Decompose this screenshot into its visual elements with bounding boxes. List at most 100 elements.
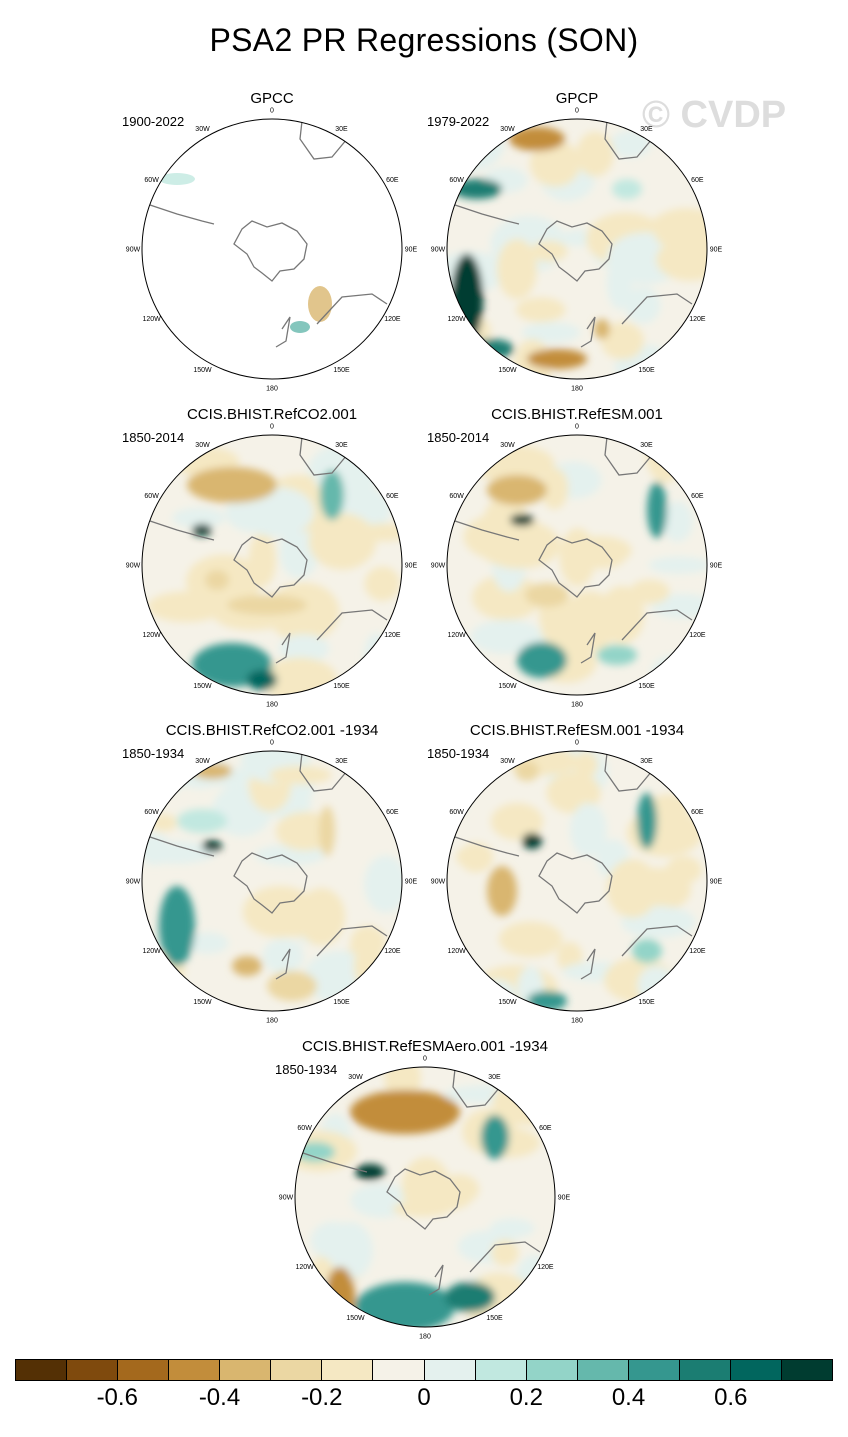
longitude-label: 30E xyxy=(640,126,653,133)
coastline xyxy=(299,120,348,160)
longitude-label: 90E xyxy=(405,879,418,886)
panel-title: CCIS.BHIST.RefCO2.001 -1934 xyxy=(165,722,379,739)
longitude-label: 0 xyxy=(575,740,579,747)
longitude-label: 120W xyxy=(447,632,466,639)
longitude-label: 150W xyxy=(193,999,212,1006)
longitude-label: 60W xyxy=(449,177,464,184)
longitude-label: 150E xyxy=(333,367,350,374)
colorbar-swatch xyxy=(169,1360,221,1380)
map-border xyxy=(446,118,708,380)
panel-title: CCIS.BHIST.RefESMAero.001 -1934 xyxy=(302,1038,548,1055)
coastline xyxy=(604,120,653,160)
coastline xyxy=(233,220,308,282)
longitude-label: 60E xyxy=(691,177,704,184)
coastline xyxy=(580,632,596,664)
longitude-label: 90E xyxy=(405,563,418,570)
coastline xyxy=(538,220,613,282)
longitude-label: 30W xyxy=(195,126,210,133)
longitude-label: 0 xyxy=(423,1056,427,1063)
figure-title: PSA2 PR Regressions (SON) xyxy=(209,22,639,58)
polar-map: 0 30E 60E 90E 120E 150E 180 150W 120W 90W 60W 30W xyxy=(126,424,418,709)
coastline xyxy=(275,316,291,348)
longitude-label: 30W xyxy=(195,758,210,765)
colorbar-swatch xyxy=(730,1360,782,1380)
coastline xyxy=(275,632,291,664)
longitude-label: 150W xyxy=(498,683,517,690)
longitude-label: 180 xyxy=(571,702,583,709)
colorbar-swatch xyxy=(679,1360,731,1380)
colorbar-tick-label: -0.4 xyxy=(198,1384,241,1411)
colorbar-swatch xyxy=(781,1360,832,1380)
regression-field xyxy=(447,435,707,695)
coastline xyxy=(146,203,215,225)
colorbar-tick-label: -0.6 xyxy=(96,1384,138,1411)
colorbar-swatch xyxy=(322,1360,374,1380)
period-label: 1850-1934 xyxy=(275,1062,338,1077)
longitude-label: 30E xyxy=(640,758,653,765)
longitude-label: 60E xyxy=(386,177,399,184)
polar-map: 0 30E 60E 90E 120E 150E 180 150W 120W 90W 60W 30W xyxy=(431,108,723,393)
colorbar-swatch xyxy=(220,1360,272,1380)
longitude-label: 0 xyxy=(575,424,579,431)
panel-title: CCIS.BHIST.RefESM.001 -1934 xyxy=(469,722,685,739)
longitude-label: 30E xyxy=(335,758,348,765)
coastline xyxy=(621,293,693,325)
colorbar-tick-label: -0.2 xyxy=(301,1384,343,1411)
longitude-label: 180 xyxy=(266,702,278,709)
longitude-label: 150W xyxy=(346,1315,365,1322)
longitude-label: 90E xyxy=(710,247,723,254)
longitude-label: 120E xyxy=(384,316,401,323)
longitude-label: 60W xyxy=(144,493,159,500)
longitude-label: 150E xyxy=(638,999,655,1006)
longitude-label: 180 xyxy=(266,386,278,393)
coastline xyxy=(452,1068,501,1108)
longitude-label: 150E xyxy=(333,999,350,1006)
longitude-label: 90E xyxy=(558,1195,571,1202)
coastline xyxy=(233,852,308,914)
longitude-label: 180 xyxy=(266,1018,278,1025)
longitude-label: 180 xyxy=(419,1334,431,1341)
coastline xyxy=(299,752,348,792)
longitude-label: 60W xyxy=(297,1125,312,1132)
map-border xyxy=(141,750,403,1012)
regression-field xyxy=(447,751,707,1011)
coastline xyxy=(538,536,613,598)
longitude-label: 60W xyxy=(144,809,159,816)
coastline xyxy=(604,436,653,476)
polar-map: 0 30E 60E 90E 120E 150E 180 150W 120W 90W 60W 30W xyxy=(279,1056,571,1341)
polar-map: 0 30E 60E 90E 120E 150E 180 150W 120W 90W 60W 30W xyxy=(126,108,418,393)
longitude-label: 0 xyxy=(270,424,274,431)
period-label: 1850-1934 xyxy=(122,746,185,761)
map-border xyxy=(446,434,708,696)
coastline xyxy=(621,609,693,641)
colorbar-swatch xyxy=(16,1360,68,1380)
colorbar-swatch xyxy=(628,1360,680,1380)
coastline xyxy=(146,835,215,857)
coastline xyxy=(621,925,693,957)
longitude-label: 30E xyxy=(640,442,653,449)
colorbar-swatch xyxy=(577,1360,629,1380)
coastline xyxy=(233,536,308,598)
longitude-label: 150W xyxy=(498,999,517,1006)
watermark: © CVDP xyxy=(642,94,787,136)
coastline xyxy=(316,293,388,325)
regression-field xyxy=(142,751,402,1011)
longitude-label: 30W xyxy=(500,758,515,765)
coastline xyxy=(469,1241,541,1273)
colorbar-swatch xyxy=(373,1360,425,1380)
coastline xyxy=(604,752,653,792)
longitude-label: 60E xyxy=(539,1125,552,1132)
coastline xyxy=(580,948,596,980)
longitude-label: 60E xyxy=(691,809,704,816)
longitude-label: 120E xyxy=(384,632,401,639)
coastline xyxy=(451,203,520,225)
longitude-label: 120W xyxy=(447,316,466,323)
longitude-label: 150E xyxy=(638,367,655,374)
longitude-label: 120W xyxy=(142,316,161,323)
longitude-label: 90W xyxy=(431,247,446,254)
period-label: 1850-1934 xyxy=(427,746,490,761)
colorbar-tick-label: 0.2 xyxy=(509,1384,543,1411)
coastline xyxy=(451,519,520,541)
longitude-label: 90W xyxy=(431,879,446,886)
panel-title: CCIS.BHIST.RefESM.001 xyxy=(491,406,663,423)
